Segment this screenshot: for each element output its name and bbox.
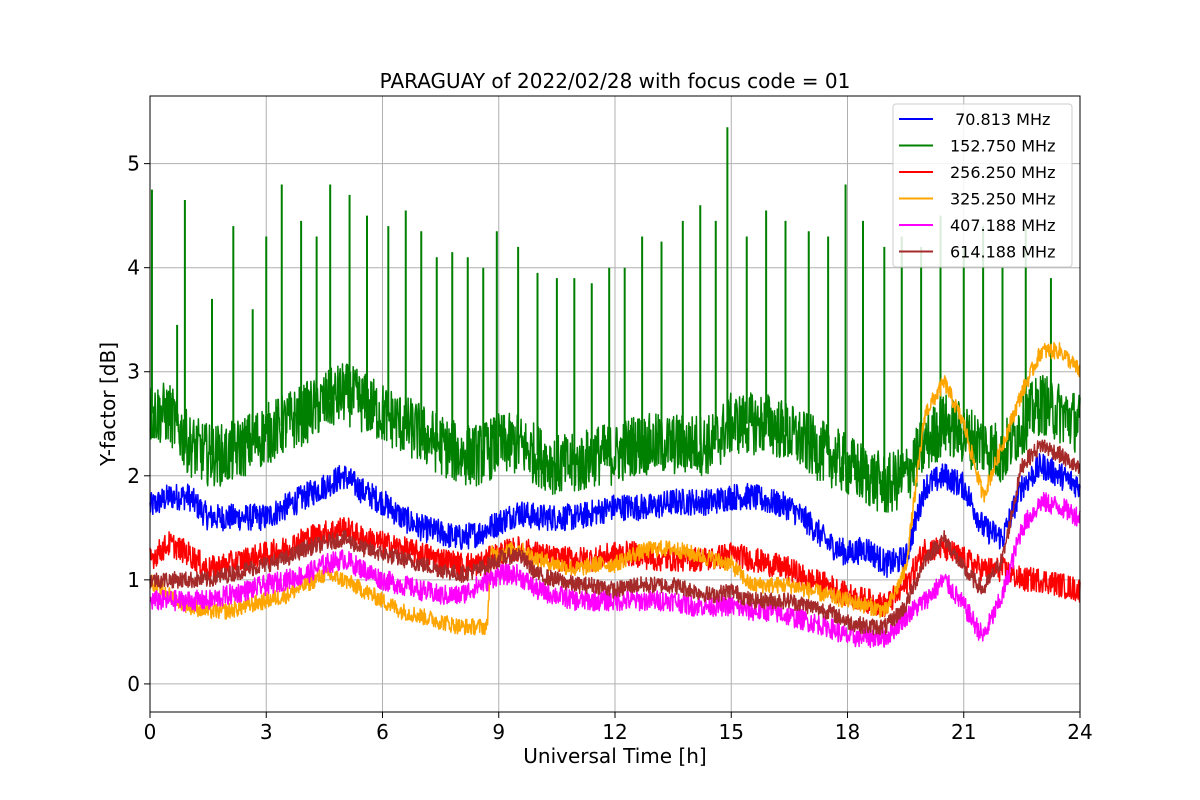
legend-entry: 614.188 MHz <box>950 243 1055 262</box>
x-tick-label: 9 <box>492 720 505 744</box>
series-line-3 <box>149 516 1081 618</box>
x-tick-label: 3 <box>260 720 273 744</box>
series-line-6 <box>149 439 1081 636</box>
x-tick-label: 21 <box>951 720 976 744</box>
chart-title: PARAGUAY of 2022/02/28 with focus code =… <box>380 69 851 93</box>
series-line-5 <box>149 491 1081 648</box>
x-tick-label: 15 <box>719 720 744 744</box>
x-tick-label: 6 <box>376 720 389 744</box>
y-tick-label: 4 <box>127 256 140 280</box>
y-tick-label: 1 <box>127 568 140 592</box>
legend-entry: 256.250 MHz <box>950 163 1055 182</box>
legend-entry: 325.250 MHz <box>950 190 1055 209</box>
legend-entry: 152.750 MHz <box>950 137 1055 156</box>
y-tick-label: 3 <box>127 360 140 384</box>
legend-entry: 407.188 MHz <box>950 216 1055 235</box>
x-tick-label: 0 <box>144 720 157 744</box>
series-line-4 <box>149 341 1081 636</box>
y-tick-label: 2 <box>127 464 140 488</box>
x-tick-label: 24 <box>1067 720 1092 744</box>
x-tick-label: 18 <box>835 720 860 744</box>
y-tick-label: 5 <box>127 152 140 176</box>
x-axis: 0 3 6 9 12 15 18 21 24 <box>144 712 1093 744</box>
y-axis-label: Y-factor [dB] <box>96 342 120 467</box>
series-layer <box>149 127 1081 648</box>
legend-entry: 70.813 MHz <box>950 110 1050 129</box>
y-tick-label: 0 <box>127 672 140 696</box>
x-tick-label: 12 <box>602 720 627 744</box>
y-axis: 0 1 2 3 4 5 <box>127 152 150 696</box>
legend-frame <box>892 103 1073 268</box>
legend: 70.813 MHz 152.750 MHz 256.250 MHz 325.250 … <box>892 103 1073 268</box>
x-axis-label: Universal Time [h] <box>523 744 706 768</box>
series-line-1 <box>149 453 1081 578</box>
series-line-2 <box>149 363 1081 513</box>
